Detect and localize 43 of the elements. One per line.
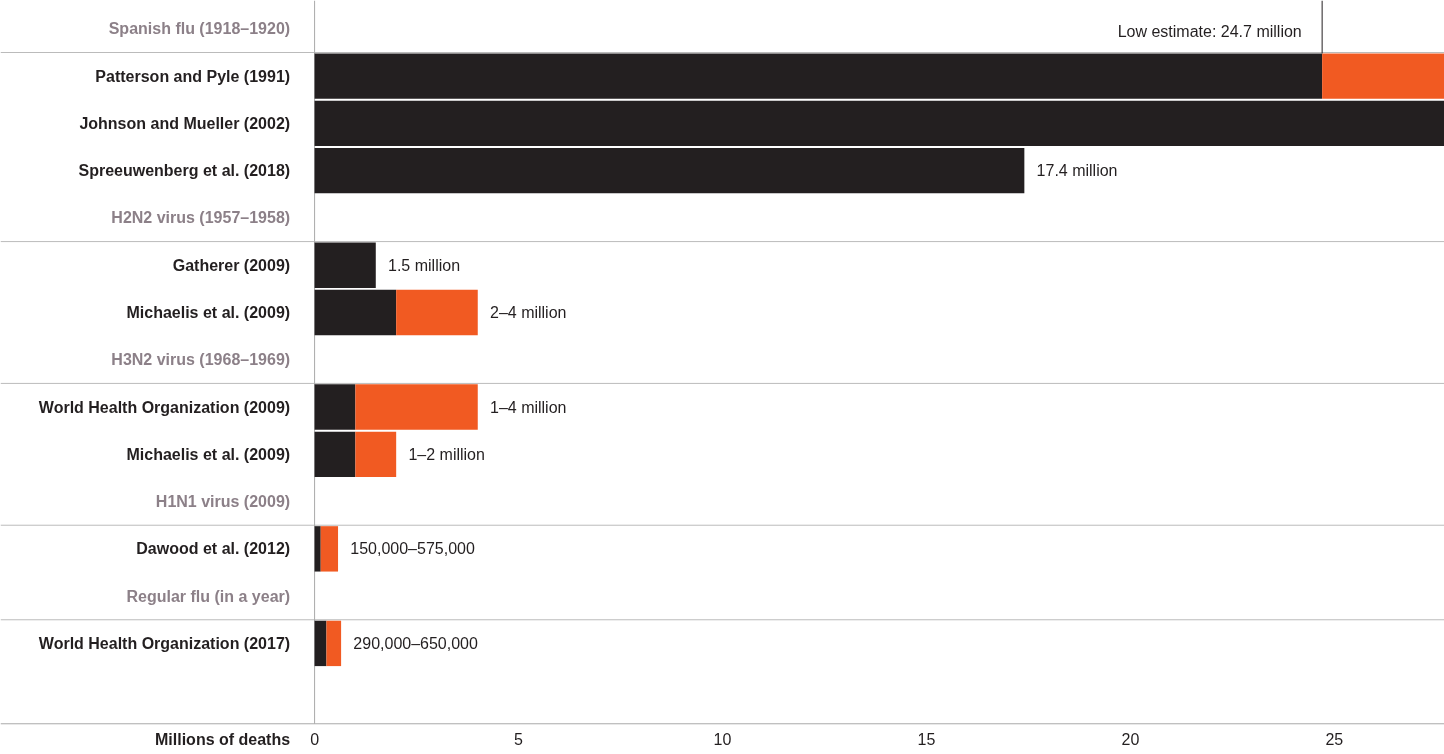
bar <box>355 384 478 430</box>
x-tick-label: 15 <box>917 731 936 749</box>
y-tick-label: Regular flu (in a year) <box>126 587 291 605</box>
ref-line-label: Low estimate: 24.7 million <box>1117 22 1302 40</box>
data-label: 1–2 million <box>408 445 485 463</box>
bar <box>314 384 356 430</box>
bar <box>1322 53 1444 99</box>
y-tick-label: H2N2 virus (1957–1958) <box>111 209 291 227</box>
x-tick-label: 10 <box>713 731 732 749</box>
y-tick-label: Spanish flu (1918–1920) <box>108 20 291 38</box>
x-tick-label: 20 <box>1121 731 1140 749</box>
y-tick-label: H1N1 virus (2009) <box>155 493 291 511</box>
y-tick-label: Spreeuwenberg et al. (2018) <box>78 162 291 180</box>
bar <box>355 431 397 478</box>
data-label: 1–4 million <box>489 398 567 416</box>
bar <box>314 526 321 572</box>
x-tick-label: 5 <box>514 731 524 749</box>
data-label: 290,000–650,000 <box>353 634 479 652</box>
data-label: 2–4 million <box>489 304 567 321</box>
bar <box>314 431 356 478</box>
data-label: 150,000–575,000 <box>350 540 475 558</box>
y-tick-label: Michaelis et al. (2009) <box>126 445 291 463</box>
data-label: 1.5 million <box>388 256 461 274</box>
bar <box>314 242 376 288</box>
bar <box>314 147 1025 194</box>
x-tick-label: 0 <box>310 731 320 749</box>
bar <box>314 289 397 336</box>
y-tick-label: Dawood et al. (2012) <box>136 540 291 558</box>
bar <box>320 526 339 572</box>
y-tick-label: World Health Organization (2017) <box>38 634 291 652</box>
bar <box>396 289 478 336</box>
y-tick-label: Michaelis et al. (2009) <box>126 304 291 321</box>
y-tick-label: Patterson and Pyle (1991) <box>95 67 291 85</box>
x-axis-title: Millions of deaths <box>155 730 291 748</box>
bar <box>326 620 342 667</box>
bar <box>314 100 1444 147</box>
bar <box>314 620 327 667</box>
x-tick-label: 25 <box>1325 731 1344 749</box>
y-tick-label: Johnson and Mueller (2002) <box>79 114 291 132</box>
y-tick-label: H3N2 virus (1968–1969) <box>111 351 291 369</box>
y-tick-label: Gatherer (2009) <box>172 256 291 274</box>
data-label: 17.4 million <box>1036 162 1118 180</box>
y-tick-label: World Health Organization (2009) <box>38 398 291 416</box>
